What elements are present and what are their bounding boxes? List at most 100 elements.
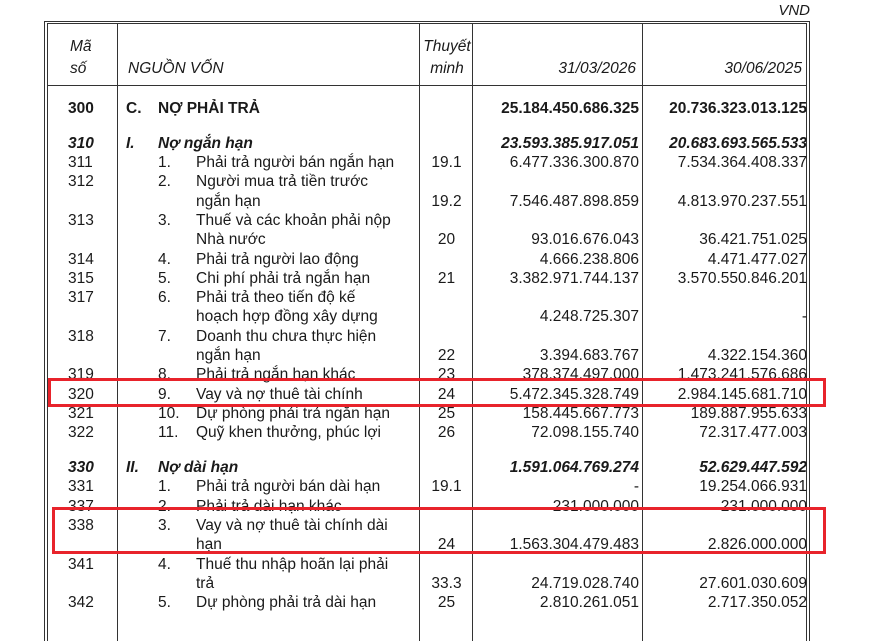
row-label: 11. Quỹ khen thưởng, phúc lợi (118, 423, 420, 442)
row-value-30-06-2025: 189.887.955.633 (690, 404, 807, 422)
row-value-31-03-2026: 25.184.450.686.325 (501, 100, 639, 117)
row-value-31-03-2026: 93.016.676.043 (531, 231, 639, 249)
row-code: 313 (68, 211, 94, 229)
row-value-31-03-2026: 4.666.238.806 (539, 250, 639, 268)
row-value-31-03-2026: 72.098.155.740 (531, 424, 639, 442)
row-note: 20 (437, 231, 456, 249)
header-code: Mã số (70, 36, 92, 80)
item-number: 3. (158, 211, 171, 229)
row-code: 311 (68, 154, 93, 172)
item-number: 7. (158, 327, 171, 345)
column-divider (117, 24, 118, 641)
highlight-box-338 (52, 507, 826, 554)
header-code-line: số (70, 60, 87, 77)
row-code: 318 (68, 327, 94, 345)
row-code: 321 (68, 404, 94, 422)
item-number: 3. (158, 516, 171, 534)
row-label: 7. Doanh thu chưa thực hiện ngắn hạn (118, 327, 420, 366)
row-note: 24 (437, 385, 456, 403)
row-label-line: NỢ PHẢI TRẢ (158, 100, 260, 117)
table-row-321: 321 10. Dự phòng phải trả ngắn hạn 25 158.44… (48, 404, 807, 423)
row-note: 22 (437, 347, 456, 365)
row-value-31-03-2026: 5.472.345.328.749 (509, 385, 639, 403)
row-note: 19.1 (431, 154, 462, 172)
table-row-313: 313 3. Thuế và các khoản phải nộp Nhà nước 2… (48, 211, 807, 250)
row-code: 315 (68, 269, 94, 287)
section-prefix: C. (126, 100, 142, 117)
row-label-line: Nợ ngắn hạn (158, 134, 253, 152)
row-label-line: Phải trả dài hạn khác (196, 497, 342, 515)
header-col1: 31/03/2026 (558, 60, 636, 77)
row-label-line: hạn (196, 536, 222, 554)
row-value-30-06-2025: 52.629.447.592 (699, 459, 807, 477)
row-code: 312 (68, 173, 94, 191)
table-body: 300 C. NỢ PHẢI TRẢ 25.184.450.686.325 20.736… (48, 99, 807, 612)
row-value-30-06-2025: - (801, 308, 807, 326)
row-label-line: Quỹ khen thưởng, phúc lợi (196, 424, 381, 442)
section-prefix (126, 593, 158, 612)
row-label-line: Nhà nước (196, 231, 266, 249)
row-label: 4. Thuế thu nhập hoãn lại phải trả (118, 555, 420, 594)
row-label: 3. Vay và nợ thuê tài chính dài hạn (118, 516, 420, 555)
row-label: II. Nợ dài hạn (118, 458, 420, 477)
row-value-30-06-2025: 4.322.154.360 (707, 347, 807, 365)
table-row-338: 338 3. Vay và nợ thuê tài chính dài hạn 24 1.… (48, 516, 807, 555)
highlight-box-320 (48, 378, 826, 407)
item-number: 11. (158, 424, 179, 442)
item-number: 2. (158, 173, 171, 191)
row-code: 314 (68, 250, 94, 268)
header-note-line: Thuyết (423, 38, 471, 55)
row-label-line: ngắn hạn (196, 192, 261, 210)
row-label: 6. Phải trả theo tiến độ kế hoạch hợp đồng… (118, 288, 420, 327)
table-row-330: 330 II. Nợ dài hạn 1.591.064.769.274 52.629.… (48, 458, 807, 477)
table-row-300: 300 C. NỢ PHẢI TRẢ 25.184.450.686.325 20.736… (48, 99, 807, 118)
row-label-line: hoạch hợp đồng xây dựng (196, 308, 378, 326)
row-code: 320 (68, 385, 94, 403)
row-value-31-03-2026: 1.563.304.479.483 (509, 536, 639, 554)
row-label-line: Phải trả người lao động (196, 250, 359, 268)
table-row-322: 322 11. Quỹ khen thưởng, phúc lợi 26 72.098.… (48, 423, 807, 442)
row-code: 322 (68, 424, 94, 442)
section-prefix (126, 153, 158, 172)
row-note: 25 (437, 594, 456, 612)
row-label-line: Thuế thu nhập hoãn lại phải (196, 555, 389, 573)
row-label: I. Nợ ngắn hạn (118, 134, 420, 153)
row-code: 342 (68, 594, 94, 612)
row-value-31-03-2026: 23.593.385.917.051 (501, 134, 639, 152)
row-label-line: Người mua trả tiền trước (196, 173, 369, 191)
section-prefix (126, 555, 158, 594)
row-value-31-03-2026: 158.445.667.773 (522, 404, 639, 422)
table-row-342: 342 5. Dự phòng phải trả dài hạn 25 2.810.26… (48, 593, 807, 612)
row-label-line: Phải trả người bán dài hạn (196, 478, 381, 496)
row-label: 2. Phải trả dài hạn khác (118, 497, 420, 516)
item-number: 5. (158, 269, 171, 287)
table-row-337: 337 2. Phải trả dài hạn khác 231.000.000 231… (48, 497, 807, 516)
section-prefix (126, 211, 158, 250)
section-prefix (126, 269, 158, 288)
row-note: 19.2 (431, 192, 462, 210)
row-value-31-03-2026: 6.477.336.300.870 (509, 154, 639, 172)
item-number: 10. (158, 404, 180, 422)
row-label: C. NỢ PHẢI TRẢ (118, 99, 420, 118)
section-prefix (126, 477, 158, 496)
section-prefix (126, 423, 158, 442)
section-prefix (126, 327, 158, 366)
row-note: 26 (437, 424, 456, 442)
row-label-line: Dự phòng phải trả dài hạn (196, 594, 377, 612)
row-value-31-03-2026: 3.394.683.767 (539, 347, 639, 365)
row-value-31-03-2026: 3.382.971.744.137 (509, 269, 639, 287)
row-value-31-03-2026: 2.810.261.051 (539, 594, 639, 612)
row-label-line: Phải trả người bán ngắn hạn (196, 154, 395, 172)
row-value-31-03-2026: - (633, 478, 639, 496)
table-row-318: 318 7. Doanh thu chưa thực hiện ngắn hạn 22 3… (48, 327, 807, 366)
row-value-31-03-2026: 1.591.064.769.274 (509, 459, 639, 477)
row-value-31-03-2026: 4.248.725.307 (539, 308, 639, 326)
row-code: 337 (68, 497, 94, 515)
table-row-312: 312 2. Người mua trả tiền trước ngắn hạn 19.… (48, 172, 807, 211)
row-label: 2. Người mua trả tiền trước ngắn hạn (118, 172, 420, 211)
row-label-line: ngắn hạn (196, 347, 261, 365)
row-value-30-06-2025: 2.984.145.681.710 (677, 385, 807, 403)
row-note: 25 (437, 404, 456, 422)
row-label-line: trả (196, 574, 215, 592)
row-label: 5. Dự phòng phải trả dài hạn (118, 593, 420, 612)
